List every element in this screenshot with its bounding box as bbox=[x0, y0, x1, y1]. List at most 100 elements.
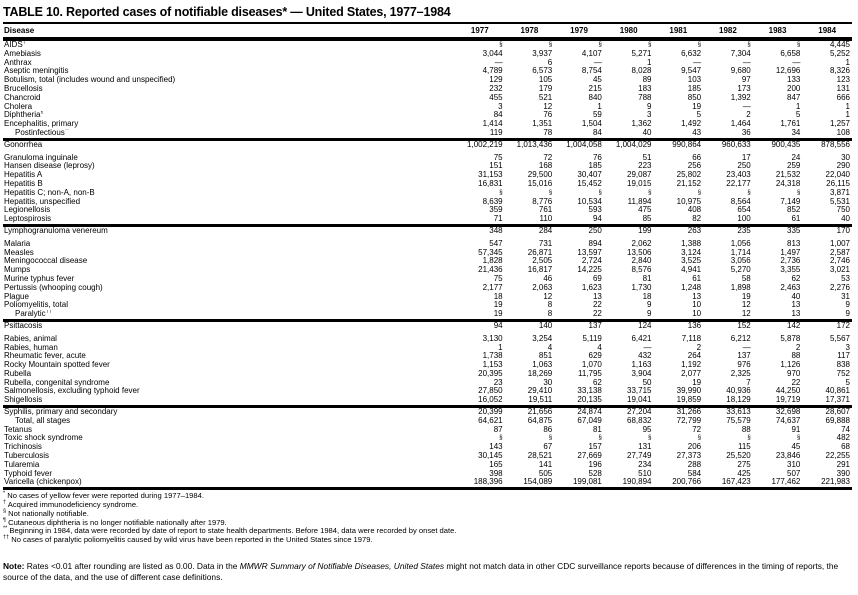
year-value-cell: 4,789 bbox=[482, 67, 503, 76]
year-value-cell: 3,056 bbox=[730, 257, 751, 266]
table-row: Pertussis (whooping cough) 2,177 2,063 1,62… bbox=[3, 284, 852, 293]
year-value-cell: 432 bbox=[638, 352, 652, 361]
year-value-cell: 16,831 bbox=[478, 179, 503, 188]
year-value-cell: 17 bbox=[741, 152, 751, 162]
year-value-cell: 27,850 bbox=[478, 387, 503, 396]
year-value-cell: 25,520 bbox=[726, 452, 751, 461]
year-value-cell: 750 bbox=[836, 206, 850, 215]
year-value-cell: 61 bbox=[692, 274, 702, 283]
footnote-list: * No cases of yellow fever were reported… bbox=[3, 490, 852, 545]
year-value-cell: 4,107 bbox=[581, 49, 602, 58]
table-row: Plague 18 12 13 18 13 19 40 31 bbox=[3, 293, 852, 302]
year-value-cell: 24 bbox=[791, 152, 801, 162]
year-value-cell: 1,761 bbox=[780, 120, 801, 129]
year-value-cell: 5,252 bbox=[829, 49, 850, 58]
year-value-cell: 27,749 bbox=[627, 452, 652, 461]
year-value-cell: 21,436 bbox=[478, 266, 503, 275]
table-row: Rubella, congenital syndrome 23 30 62 50 19 7 2… bbox=[3, 379, 852, 388]
year-value-cell: 970 bbox=[787, 369, 801, 378]
year-value-cell: 21,532 bbox=[775, 171, 801, 180]
year-value-cell: 22,255 bbox=[825, 452, 850, 461]
year-value-cell: 666 bbox=[836, 93, 850, 102]
year-value-cell: 521 bbox=[538, 93, 553, 102]
column-header-year: 1983 bbox=[752, 24, 803, 41]
table-row: Granuloma inguinale 75 72 76 51 66 17 24 30 bbox=[3, 150, 852, 163]
year-value-cell: 234 bbox=[638, 460, 652, 469]
table-header: Disease 1977 1978 1979 1980 1981 1982 1983 1984 bbox=[3, 24, 852, 41]
note-text-after: might not match data in other CDC survei… bbox=[3, 561, 839, 582]
year-value-cell: 1,056 bbox=[730, 238, 751, 248]
year-value-cell: 3,254 bbox=[532, 333, 553, 343]
year-value-cell: 290 bbox=[836, 162, 850, 171]
year-value-cell: § bbox=[797, 189, 801, 196]
year-value-cell: 8,576 bbox=[631, 266, 652, 275]
footnote: ** Beginning in 1984, data were recorded… bbox=[3, 525, 457, 536]
year-value-cell: 5,567 bbox=[829, 333, 850, 343]
year-value-cell: 45 bbox=[791, 443, 801, 452]
year-value-cell: 183 bbox=[638, 84, 652, 93]
year-value-cell: 752 bbox=[836, 369, 850, 378]
year-value-cell: — bbox=[792, 58, 801, 67]
column-header-year: 1978 bbox=[504, 24, 555, 41]
header-row: Disease 1977 1978 1979 1980 1981 1982 1983 1984 bbox=[3, 24, 852, 41]
year-value-cell: § bbox=[697, 435, 702, 442]
year-value-cell: 69 bbox=[592, 274, 602, 283]
year-value-cell: 813 bbox=[787, 238, 801, 248]
footnote: †† No cases of paralytic poliomyelitis c… bbox=[3, 534, 373, 545]
year-value-cell: 482 bbox=[836, 434, 850, 443]
year-value-cell: 16,052 bbox=[455, 396, 505, 409]
year-value-cell: 6 bbox=[547, 58, 553, 67]
year-value-cell: 284 bbox=[538, 225, 553, 235]
year-value-cell: 185 bbox=[588, 162, 602, 171]
table-row: Malaria 547 731 894 2,062 1,388 1,056 813 1,007 bbox=[3, 236, 852, 249]
year-value-cell: § bbox=[697, 189, 702, 196]
year-value-cell: 133 bbox=[787, 76, 801, 85]
year-value-cell: 31,266 bbox=[676, 407, 702, 417]
year-value-cell: 654 bbox=[737, 206, 751, 215]
year-value-cell: 103 bbox=[687, 76, 702, 85]
year-value-cell: 1,063 bbox=[532, 361, 553, 370]
year-value-cell: 455 bbox=[489, 93, 503, 102]
disease-cell: Hepatitis B bbox=[4, 179, 43, 188]
year-value-cell: 3 bbox=[647, 111, 652, 120]
year-value-cell: — bbox=[494, 58, 503, 67]
notifiable-diseases-table: Disease 1977 1978 1979 1980 1981 1982 1983 1984 … bbox=[3, 24, 852, 491]
year-value-cell: 1,257 bbox=[829, 120, 850, 129]
disease-cell: Legionellosis bbox=[4, 206, 51, 215]
year-value-cell: 7,118 bbox=[681, 333, 702, 343]
disease-cell: Hepatitis A bbox=[4, 171, 43, 180]
year-value-cell: 40 bbox=[791, 292, 801, 301]
year-value-cell: § bbox=[598, 42, 602, 48]
year-value-cell: 82 bbox=[653, 215, 704, 227]
year-value-cell: 44,250 bbox=[775, 387, 801, 396]
year-value-cell: 19,511 bbox=[504, 396, 555, 409]
year-value-cell: 2,063 bbox=[532, 283, 553, 292]
year-value-cell: 5,119 bbox=[582, 333, 602, 343]
year-value-cell: 2,463 bbox=[780, 283, 801, 292]
year-value-cell: 19 bbox=[455, 310, 505, 322]
disease-cell: Cholera bbox=[4, 102, 33, 111]
year-value-cell: 108 bbox=[802, 128, 852, 141]
year-value-cell: 275 bbox=[737, 460, 751, 469]
year-value-cell: 151 bbox=[489, 162, 503, 171]
disease-cell: Varicella (chickenpox) bbox=[3, 478, 455, 491]
year-value-cell: § bbox=[797, 42, 801, 48]
year-value-cell: 5 bbox=[795, 111, 801, 120]
year-value-cell: 1,351 bbox=[532, 120, 553, 129]
footnote-marker: ¶ bbox=[40, 111, 44, 116]
footnote: * No cases of yellow fever were reported… bbox=[3, 490, 204, 501]
year-value-cell: § bbox=[548, 435, 553, 442]
year-value-cell: 76 bbox=[592, 152, 602, 162]
year-value-cell: 23,846 bbox=[775, 452, 801, 461]
year-value-cell: 20,399 bbox=[478, 407, 503, 417]
year-value-cell: § bbox=[548, 42, 553, 48]
year-value-cell: 3,124 bbox=[681, 248, 702, 257]
year-value-cell: 110 bbox=[504, 215, 555, 227]
year-value-cell: 78 bbox=[504, 128, 555, 141]
year-value-cell: 200,766 bbox=[653, 478, 704, 491]
year-value-cell: 1,504 bbox=[581, 120, 602, 129]
year-value-cell: — bbox=[643, 343, 652, 352]
year-value-cell: 1,497 bbox=[780, 248, 801, 257]
year-value-cell: 86 bbox=[543, 425, 553, 434]
year-value-cell: 94 bbox=[554, 215, 604, 227]
